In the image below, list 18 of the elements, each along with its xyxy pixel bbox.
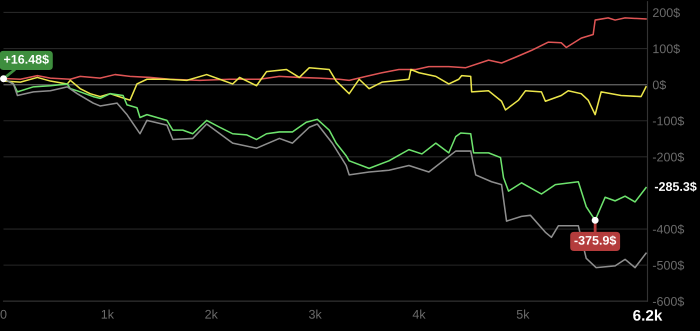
y-tick-label: -500$ — [652, 260, 684, 271]
x-tick-label: 6.2k — [633, 310, 662, 321]
y-tick-label: -600$ — [652, 296, 684, 307]
y-tick-label: 200$ — [652, 8, 680, 18]
x-tick-label: 3k — [308, 310, 322, 319]
y-tick-label: 100$ — [653, 44, 680, 54]
annotation: +16.48$ — [4, 54, 49, 65]
y-tick-label: -400$ — [652, 224, 684, 234]
y-tick-label: -100$ — [652, 116, 684, 126]
x-tick-label: 5k — [516, 310, 530, 319]
y-tick-label: -200$ — [652, 152, 684, 162]
x-tick-label: 2k — [205, 310, 218, 319]
annotation: -375.9$ — [574, 235, 616, 246]
x-tick-label: 1k — [102, 310, 114, 319]
annotation: -285.3$ — [654, 182, 697, 192]
x-tick-label: 0 — [0, 310, 6, 319]
x-tick-label: 4k — [412, 310, 426, 319]
y-tick-label: 0$ — [652, 80, 666, 90]
